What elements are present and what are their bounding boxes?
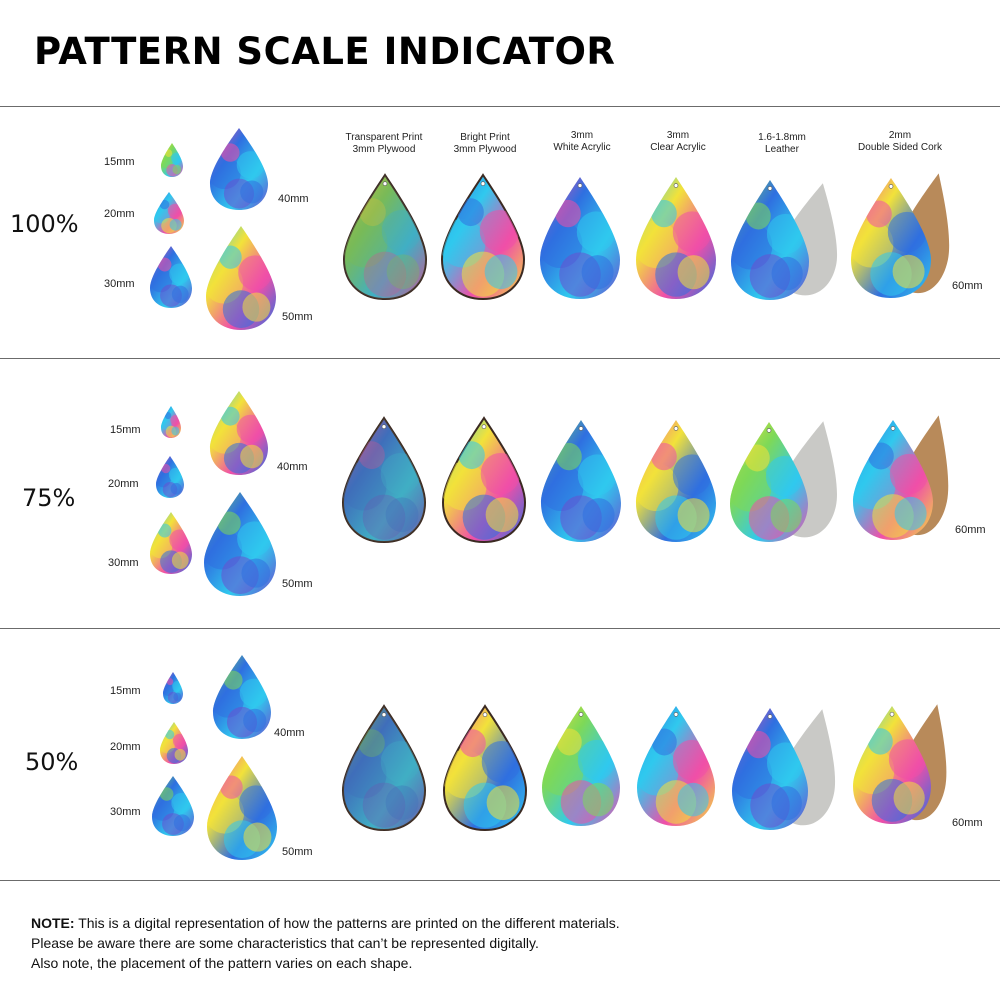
material-line1: 2mm — [888, 130, 912, 141]
size-label-40: 40mm — [277, 461, 308, 473]
material-header-white-acrylic: 3mm White Acrylic — [527, 130, 637, 154]
material-line1: Bright Print — [460, 132, 510, 143]
drop-30mm — [152, 776, 194, 836]
drop-bright-plywood — [440, 173, 526, 301]
drop-leather — [731, 180, 809, 300]
note-line2: Please be aware there are some character… — [31, 935, 539, 951]
scale-label-100: 100% — [10, 210, 79, 238]
drop-30mm — [150, 246, 192, 308]
material-line2: Double Sided Cork — [858, 142, 942, 153]
drop-20mm — [160, 722, 188, 764]
drop-white-acrylic — [541, 420, 621, 542]
size-label-50: 50mm — [282, 578, 313, 590]
drop-cork — [851, 178, 931, 298]
divider-top — [0, 106, 1000, 107]
drop-transparent-plywood — [341, 704, 427, 832]
drop-30mm — [150, 512, 192, 574]
scale-label-75: 75% — [22, 484, 76, 512]
page-title: PATTERN SCALE INDICATOR — [34, 30, 616, 73]
size-label-20: 20mm — [110, 741, 141, 753]
size-label-30: 30mm — [104, 278, 135, 290]
size-label-40: 40mm — [278, 193, 309, 205]
drop-50mm — [207, 756, 277, 860]
drop-bright-plywood — [442, 704, 528, 832]
drop-40mm — [210, 128, 268, 210]
material-header-transparent-plywood: Transparent Print 3mm Plywood — [329, 132, 439, 156]
drop-white-acrylic — [542, 706, 620, 826]
material-line2: White Acrylic — [553, 142, 611, 153]
drop-50mm — [206, 226, 276, 330]
material-line2: 3mm Plywood — [453, 144, 517, 155]
divider-1 — [0, 358, 1000, 359]
size-label-60: 60mm — [952, 280, 983, 292]
divider-bottom — [0, 880, 1000, 881]
note-bold-label: NOTE: — [31, 915, 75, 931]
drop-40mm — [210, 391, 268, 475]
drop-15mm — [161, 143, 183, 177]
size-label-50: 50mm — [282, 846, 313, 858]
note-line3: Also note, the placement of the pattern … — [31, 955, 413, 971]
material-line1: 3mm — [570, 130, 594, 141]
material-line1: 3mm — [666, 130, 690, 141]
material-header-clear-acrylic: 3mm Clear Acrylic — [623, 130, 733, 154]
size-label-60: 60mm — [952, 817, 983, 829]
drop-20mm — [154, 192, 184, 234]
drop-clear-acrylic — [636, 177, 716, 299]
drop-white-acrylic — [540, 177, 620, 299]
material-header-bright-plywood: Bright Print 3mm Plywood — [430, 132, 540, 156]
drop-40mm — [213, 655, 271, 739]
size-label-60: 60mm — [955, 524, 986, 536]
divider-2 — [0, 628, 1000, 629]
size-label-15: 15mm — [110, 424, 141, 436]
material-header-cork: 2mm Double Sided Cork — [845, 130, 955, 154]
size-label-15: 15mm — [104, 156, 135, 168]
note-line-1: NOTE: This is a digital representation o… — [31, 913, 620, 933]
size-label-50: 50mm — [282, 311, 313, 323]
drop-bright-plywood — [441, 416, 527, 544]
size-label-15: 15mm — [110, 685, 141, 697]
size-label-20: 20mm — [104, 208, 135, 220]
drop-leather — [730, 422, 808, 542]
material-header-leather: 1.6-1.8mm Leather — [727, 132, 837, 156]
scale-label-50: 50% — [25, 748, 79, 776]
drop-20mm — [156, 456, 184, 498]
size-label-20: 20mm — [108, 478, 139, 490]
drop-15mm — [161, 406, 181, 438]
drop-15mm — [163, 672, 183, 704]
drop-50mm — [204, 492, 276, 596]
note-text: NOTE: This is a digital representation o… — [31, 913, 620, 973]
material-line1: 1.6-1.8mm — [758, 132, 806, 143]
size-label-40: 40mm — [274, 727, 305, 739]
size-label-30: 30mm — [108, 557, 139, 569]
drop-clear-acrylic — [636, 420, 716, 542]
drop-leather — [732, 708, 808, 830]
drop-clear-acrylic — [637, 706, 715, 826]
material-line2: Clear Acrylic — [650, 142, 706, 153]
note-line1: This is a digital representation of how … — [74, 915, 620, 931]
size-label-30: 30mm — [110, 806, 141, 818]
material-line2: 3mm Plywood — [352, 144, 416, 155]
drop-transparent-plywood — [341, 416, 427, 544]
material-line2: Leather — [765, 144, 799, 155]
drop-transparent-plywood — [342, 173, 428, 301]
drop-cork — [853, 706, 931, 824]
material-line1: Transparent Print — [345, 132, 423, 143]
drop-cork — [853, 420, 933, 540]
